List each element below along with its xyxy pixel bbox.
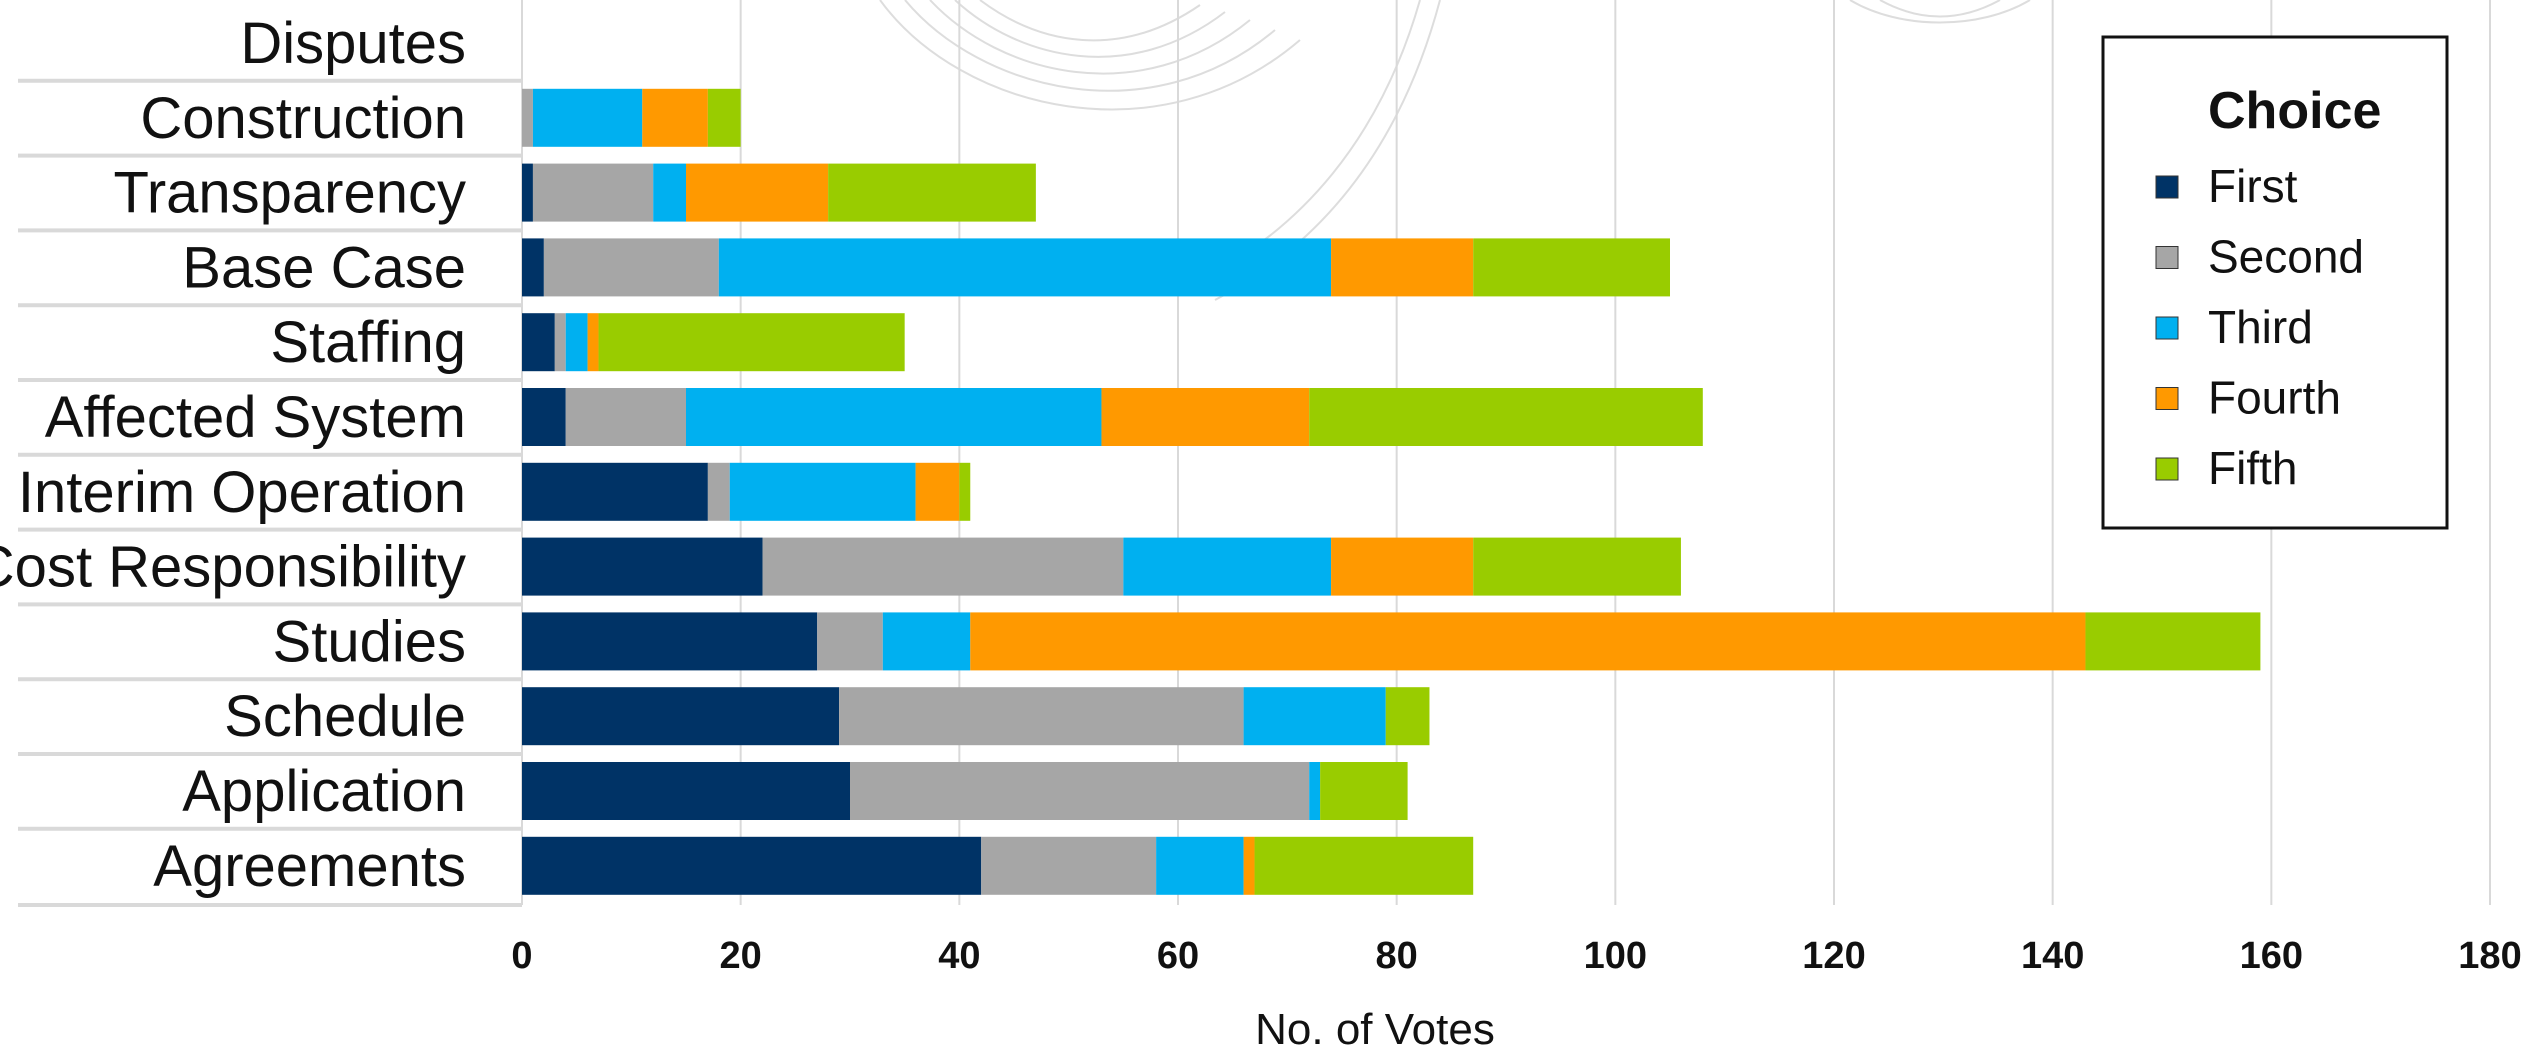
bar-segment-second xyxy=(839,687,1244,746)
bar-segment-fifth xyxy=(1385,687,1430,746)
bar-segment-fifth xyxy=(1473,537,1681,596)
legend-swatch-second xyxy=(2155,246,2179,269)
legend-swatch-fifth xyxy=(2155,457,2179,481)
legend-title: Choice xyxy=(2208,82,2381,140)
bar-segment-first xyxy=(522,836,982,895)
bar-segment-fourth xyxy=(587,313,599,372)
bar-segment-first xyxy=(522,462,708,521)
bar-segment-fourth xyxy=(1331,537,1474,596)
x-tick-label: 180 xyxy=(2458,935,2521,977)
x-axis-tick-labels: 0 20 40 60 80 100 120 140 160 180 xyxy=(511,935,2521,977)
legend-swatch-third xyxy=(2155,316,2179,340)
bar-segment-fifth xyxy=(828,163,1036,222)
bar-segment-fourth xyxy=(642,88,708,147)
category-label: Application xyxy=(182,759,466,824)
bar-segment-first xyxy=(522,163,533,222)
bar-segment-second xyxy=(981,836,1157,895)
bar-segment-second xyxy=(543,238,719,297)
bar-segment-first xyxy=(522,687,840,746)
legend-box xyxy=(2101,35,2449,530)
bar-segment-second xyxy=(565,388,686,446)
category-label: Disputes xyxy=(240,11,466,76)
bar-segment-first xyxy=(522,238,544,297)
bar-segment-third xyxy=(565,313,588,372)
legend-items: First Second Third Fourth Fifth xyxy=(2155,160,2364,494)
x-tick-label: 60 xyxy=(1157,935,1199,977)
category-label: Schedule xyxy=(224,684,466,749)
x-axis-title: No. of Votes xyxy=(1255,1005,1495,1049)
bar-segment-fourth xyxy=(1331,238,1474,297)
bar-segment-third xyxy=(729,462,916,521)
bar-segment-third xyxy=(718,238,1332,297)
legend-label: Third xyxy=(2208,301,2313,353)
category-row-separators xyxy=(18,78,522,907)
category-label: Studies xyxy=(273,609,466,674)
legend: Choice First Second Third Fourth Fifth xyxy=(2101,35,2449,530)
bar-segment-fifth xyxy=(1473,238,1670,297)
bar-segment-fifth xyxy=(598,313,905,372)
bar-segment-first xyxy=(522,313,555,372)
bar-segment-fifth xyxy=(959,462,971,521)
bar-segment-first xyxy=(522,762,850,820)
bar-segment-second xyxy=(522,88,533,147)
legend-label: Fifth xyxy=(2208,442,2297,494)
bar-segment-fifth xyxy=(1320,762,1408,820)
x-tick-label: 40 xyxy=(938,935,980,977)
category-label: Transparency xyxy=(114,161,466,226)
bar-segment-third xyxy=(653,163,686,222)
bar-segment-second xyxy=(817,612,883,671)
bar-segment-third xyxy=(1156,836,1244,895)
bar-segment-fourth xyxy=(970,612,2086,671)
bar-segment-fifth xyxy=(2085,612,2261,671)
bar-segment-third xyxy=(1123,537,1332,596)
category-label: Base Case xyxy=(182,235,466,300)
bar-segment-first xyxy=(522,537,763,596)
bar-segment-first xyxy=(522,612,818,671)
category-label: Agreements xyxy=(153,834,466,899)
bar-segment-third xyxy=(532,88,643,147)
category-label: Affected System xyxy=(45,385,466,450)
x-tick-label: 120 xyxy=(1802,935,1865,977)
bar-segment-fourth xyxy=(1101,388,1310,446)
bar-segment-second xyxy=(707,462,730,521)
bar-series-group xyxy=(522,88,2261,895)
legend-label: Second xyxy=(2208,231,2364,283)
x-tick-label: 140 xyxy=(2021,935,2084,977)
bar-segment-fourth xyxy=(1243,836,1255,895)
bar-segment-first xyxy=(522,388,566,446)
legend-label: Fourth xyxy=(2208,372,2341,424)
legend-swatch-first xyxy=(2155,175,2179,199)
bar-segment-second xyxy=(554,313,566,372)
bar-segment-second xyxy=(762,537,1124,596)
category-label: Cost Responsibility xyxy=(0,535,466,600)
x-tick-label: 160 xyxy=(2240,935,2303,977)
x-tick-label: 100 xyxy=(1584,935,1647,977)
bar-segment-fifth xyxy=(1309,388,1703,446)
x-tick-label: 20 xyxy=(720,935,762,977)
bar-segment-third xyxy=(1243,687,1386,746)
bar-segment-second xyxy=(532,163,654,222)
bar-segment-fifth xyxy=(1254,836,1474,895)
legend-label: First xyxy=(2208,160,2298,212)
bar-segment-third xyxy=(882,612,971,671)
bar-segment-second xyxy=(850,762,1310,820)
bar-segment-fifth xyxy=(707,88,741,147)
bar-segment-fourth xyxy=(915,462,960,521)
category-label: Construction xyxy=(140,86,466,151)
bar-segment-third xyxy=(686,388,1102,446)
category-labels: Disputes Construction Transparency Base Cas… xyxy=(0,11,466,899)
legend-swatch-fourth xyxy=(2155,387,2179,410)
x-tick-label: 80 xyxy=(1376,935,1418,977)
bar-segment-fourth xyxy=(686,163,829,222)
x-tick-label: 0 xyxy=(511,935,532,977)
bar-segment-third xyxy=(1309,762,1321,820)
category-label: Interim Operation xyxy=(18,460,466,525)
category-label: Staffing xyxy=(270,310,466,375)
